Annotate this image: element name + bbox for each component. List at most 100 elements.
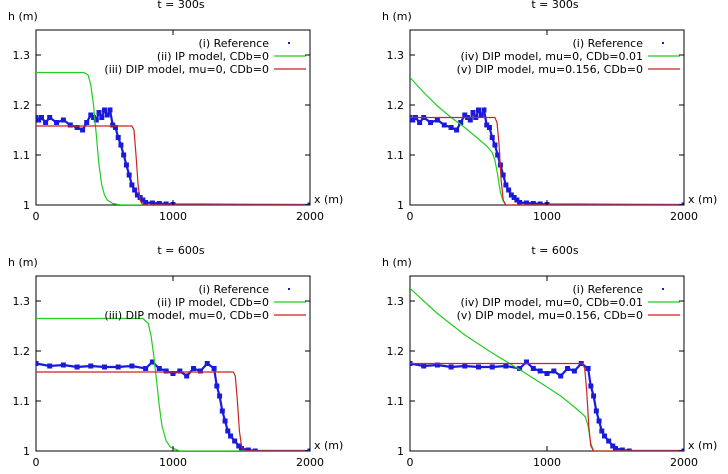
y-tick-label: 1.3: [13, 49, 31, 62]
reference-point: [219, 408, 225, 414]
reference-point: [36, 117, 42, 123]
series-line-3: [410, 116, 684, 205]
reference-point: [530, 366, 536, 371]
legend-label: (iv) DIP model, mu=0, CDb=0.01: [461, 296, 643, 309]
reference-point: [225, 428, 231, 434]
reference-point: [537, 201, 543, 205]
reference-point: [149, 359, 155, 365]
series-line-3: [410, 362, 684, 451]
reference-point: [115, 135, 121, 140]
x-tick-label: 0: [33, 456, 40, 469]
y-tick-label: 1.2: [387, 345, 405, 358]
legend-label: (ii) IP model, CDb=0: [157, 50, 269, 63]
reference-point: [121, 152, 127, 158]
reference-point: [681, 202, 684, 205]
reference-point: [588, 383, 594, 389]
chart-title: t = 300s: [531, 0, 579, 11]
reference-point: [88, 112, 94, 118]
reference-point: [38, 115, 44, 120]
legend-label: (v) DIP model, mu=0.156, CDb=0: [457, 63, 643, 76]
y-axis-label: h (m): [382, 10, 412, 23]
reference-point: [126, 172, 132, 178]
x-axis-label: x (m): [314, 439, 343, 452]
y-tick-label: 1.1: [387, 149, 405, 162]
x-tick-label: 1000: [159, 456, 187, 469]
reference-point: [508, 192, 514, 198]
legend-label: (i) Reference: [572, 283, 643, 296]
reference-point: [626, 448, 632, 451]
reference-point: [523, 359, 529, 365]
y-tick-label: 1.1: [387, 395, 405, 408]
reference-point: [448, 364, 454, 370]
series-line-3: [36, 125, 310, 205]
x-axis-label: x (m): [314, 193, 343, 206]
reference-point: [132, 187, 138, 193]
reference-point: [462, 363, 468, 369]
legend-label: (iii) DIP model, mu=0, CDb=0: [104, 63, 269, 76]
legend-label: (v) DIP model, mu=0.156, CDb=0: [457, 309, 643, 322]
reference-point: [495, 152, 501, 158]
y-tick-label: 1.3: [13, 295, 31, 308]
reference-point: [410, 117, 416, 123]
reference-point: [112, 125, 118, 130]
reference-point: [143, 366, 149, 371]
reference-point: [428, 120, 434, 125]
reference-point: [489, 364, 495, 370]
reference-point: [478, 112, 484, 118]
reference-point: [448, 125, 454, 130]
reference-point: [80, 127, 86, 133]
reference-point: [591, 393, 597, 399]
reference-point: [163, 201, 169, 205]
legend-swatch-points: [288, 288, 290, 290]
reference-point: [36, 361, 39, 366]
reference-point: [441, 122, 447, 128]
x-tick-label: 2000: [670, 210, 698, 223]
x-tick-label: 2000: [670, 456, 698, 469]
reference-point: [84, 120, 90, 125]
reference-point: [602, 433, 608, 439]
reference-point: [123, 162, 129, 168]
reference-point: [74, 364, 80, 370]
reference-point: [585, 366, 591, 371]
x-tick-label: 1000: [159, 210, 187, 223]
panel-1: [35, 29, 311, 206]
reference-point: [523, 200, 529, 205]
reference-point: [506, 187, 512, 193]
chart-title: t = 600s: [531, 244, 579, 257]
y-tick-label: 1: [397, 445, 404, 458]
reference-point: [434, 362, 440, 368]
reference-trace: [36, 106, 310, 205]
reference-point: [88, 363, 94, 369]
reference-trace: [410, 106, 684, 205]
reference-point: [156, 366, 162, 371]
reference-point: [489, 135, 495, 140]
legend-label: (i) Reference: [572, 37, 643, 50]
reference-point: [217, 393, 223, 399]
y-tick-label: 1.3: [387, 49, 405, 62]
legend-label: (ii) IP model, CDb=0: [157, 296, 269, 309]
reference-point: [184, 373, 190, 379]
reference-point: [67, 122, 73, 128]
reference-point: [236, 443, 242, 449]
reference-point: [54, 120, 60, 125]
reference-point: [191, 366, 197, 371]
reference-point: [500, 172, 506, 178]
reference-point: [434, 117, 440, 123]
reference-point: [514, 197, 520, 203]
reference-point: [454, 127, 460, 133]
reference-point: [47, 115, 53, 120]
panel-2: [409, 29, 685, 206]
x-tick-label: 2000: [296, 210, 324, 223]
reference-point: [503, 182, 509, 188]
y-axis-label: h (m): [8, 10, 38, 23]
reference-point: [149, 200, 155, 205]
reference-point: [91, 115, 97, 120]
legend-swatch-points: [288, 42, 290, 44]
reference-point: [619, 447, 625, 451]
x-tick-label: 1000: [533, 210, 561, 223]
reference-point: [60, 362, 66, 368]
reference-point: [511, 195, 517, 200]
reference-point: [613, 446, 618, 451]
reference-point: [129, 182, 135, 188]
plot-area: [36, 71, 310, 205]
